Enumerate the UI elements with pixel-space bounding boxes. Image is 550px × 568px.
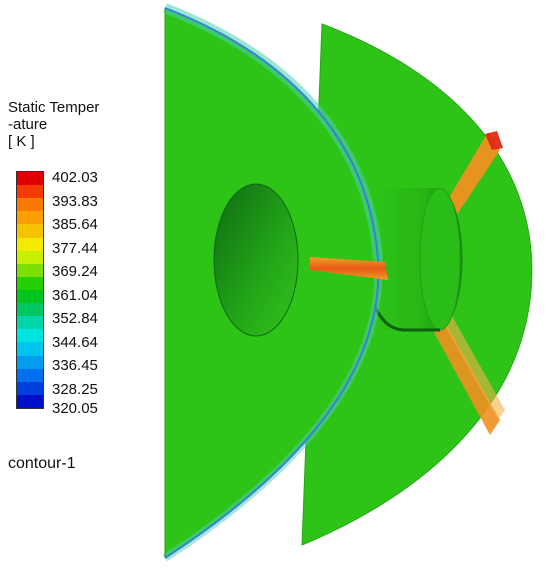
legend-title: Static Temper -ature [ K ]: [8, 99, 99, 150]
legend-title-line1: Static Temper: [8, 99, 100, 116]
colorbar-band: [17, 303, 43, 317]
colorbar-band: [17, 250, 43, 264]
contour-caption: contour-1: [8, 455, 76, 472]
tick-label: 377.44: [52, 240, 98, 257]
legend-title-line2: -ature: [8, 116, 48, 133]
tick-label: 393.83: [52, 193, 98, 210]
tick-label: 344.64: [52, 334, 98, 351]
colorbar-band: [17, 394, 43, 408]
hot-streak-lower: [430, 313, 500, 435]
colorbar-band: [17, 263, 43, 277]
colorbar-band: [17, 355, 43, 369]
hot-streak-upper: [440, 132, 500, 222]
colorbar: [16, 171, 44, 409]
colorbar-band: [17, 172, 43, 186]
tick-label: 361.04: [52, 287, 98, 304]
colorbar-band: [17, 342, 43, 356]
colorbar-band: [17, 224, 43, 238]
colorbar-band: [17, 381, 43, 395]
tick-label: 385.64: [52, 216, 98, 233]
colorbar-band: [17, 198, 43, 212]
colorbar-band: [17, 329, 43, 343]
colorbar-band: [17, 185, 43, 199]
hot-streak-front: [310, 257, 388, 280]
colorbar-band: [17, 368, 43, 382]
tick-label: 328.25: [52, 381, 98, 398]
colorbar-band: [17, 237, 43, 251]
colorbar-band: [17, 289, 43, 304]
legend-units: [ K ]: [8, 133, 35, 150]
tick-label: 352.84: [52, 310, 98, 327]
tick-label: 402.03: [52, 169, 98, 186]
colorbar-band: [17, 211, 43, 225]
tick-label: 369.24: [52, 263, 98, 280]
tick-label: 336.45: [52, 357, 98, 374]
colorbar-band: [17, 316, 43, 330]
central-cylinder: [370, 187, 463, 332]
colorbar-band: [17, 276, 43, 290]
front-hole: [214, 184, 298, 336]
tick-label: 320.05: [52, 400, 98, 417]
front-domain-shape: [162, 3, 388, 562]
